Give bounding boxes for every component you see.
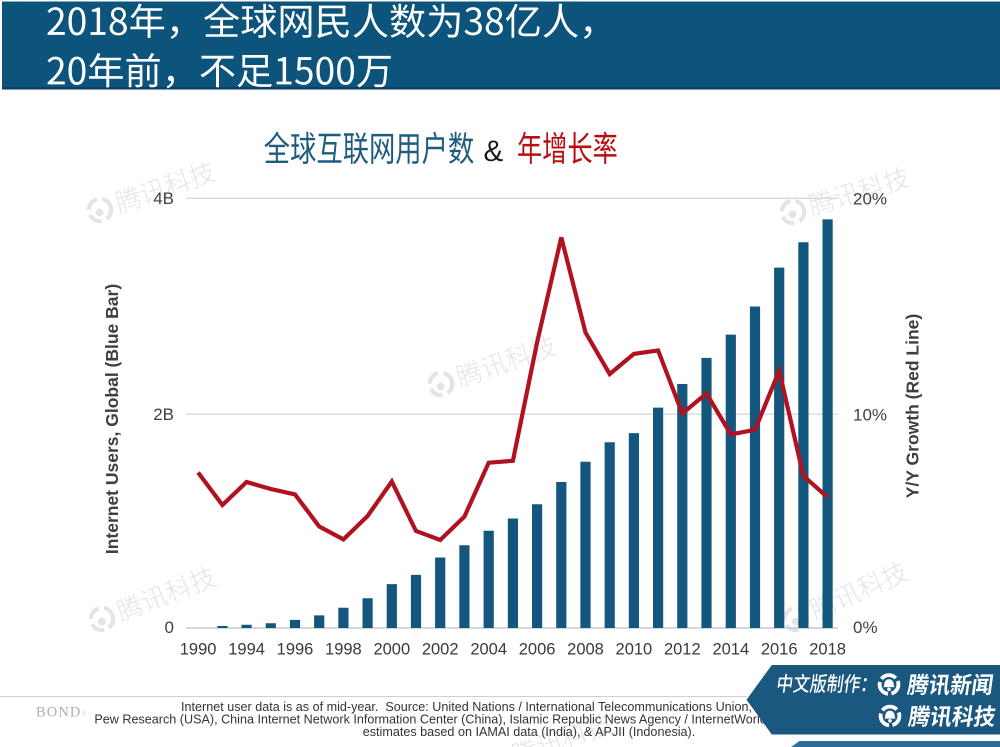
svg-text:0: 0 bbox=[165, 618, 174, 637]
svg-text:2000: 2000 bbox=[373, 640, 410, 658]
svg-text:1998: 1998 bbox=[325, 640, 362, 658]
svg-text:2012: 2012 bbox=[664, 640, 701, 658]
svg-text:4B: 4B bbox=[153, 189, 174, 208]
svg-text:1994: 1994 bbox=[228, 640, 265, 658]
svg-text:1990: 1990 bbox=[180, 640, 217, 658]
svg-text:2004: 2004 bbox=[470, 640, 507, 658]
svg-text:2B: 2B bbox=[153, 405, 174, 424]
svg-text:Internet Users, Global (Blue B: Internet Users, Global (Blue Bar) bbox=[102, 284, 122, 554]
svg-text:2006: 2006 bbox=[519, 640, 556, 658]
svg-text:estimates based on IAMAI data: estimates based on IAMAI data (India), &… bbox=[363, 725, 696, 739]
svg-text:Pew Research (USA), China Inte: Pew Research (USA), China Internet Netwo… bbox=[94, 712, 799, 726]
svg-text:Internet user data is as of mi: Internet user data is as of mid-year. So… bbox=[181, 700, 752, 714]
svg-text:0%: 0% bbox=[853, 618, 878, 637]
svg-text:2016: 2016 bbox=[761, 640, 798, 658]
svg-text:&: & bbox=[484, 135, 504, 168]
svg-text:Y/Y Growth (Red Line): Y/Y Growth (Red Line) bbox=[903, 314, 923, 498]
svg-text:1996: 1996 bbox=[277, 640, 314, 658]
svg-text:2018: 2018 bbox=[809, 640, 846, 658]
svg-text:BOND›: BOND› bbox=[36, 705, 87, 721]
svg-text:2014: 2014 bbox=[712, 640, 749, 658]
svg-text:20%: 20% bbox=[853, 189, 887, 208]
svg-text:2010: 2010 bbox=[616, 640, 653, 658]
svg-text:2002: 2002 bbox=[422, 640, 459, 658]
svg-text:10%: 10% bbox=[853, 406, 887, 425]
svg-text:2008: 2008 bbox=[567, 640, 604, 658]
